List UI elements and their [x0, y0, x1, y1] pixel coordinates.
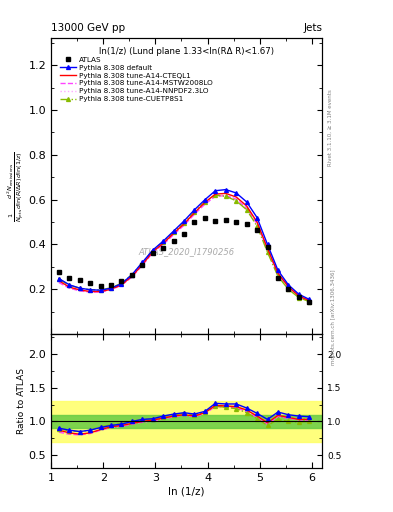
X-axis label: ln (1/z): ln (1/z) — [169, 486, 205, 496]
Text: Jets: Jets — [303, 23, 322, 33]
Text: 13000 GeV pp: 13000 GeV pp — [51, 23, 125, 33]
Text: mcplots.cern.ch [arXiv:1306.3436]: mcplots.cern.ch [arXiv:1306.3436] — [331, 270, 336, 365]
Text: ln(1/z) (Lund plane 1.33<ln(RΔ R)<1.67): ln(1/z) (Lund plane 1.33<ln(RΔ R)<1.67) — [99, 47, 274, 56]
Y-axis label: $\frac{1}{N_{\rm jets}}\frac{d^2 N_{\rm emissions}}{d\ln (R/\Delta R)\,d\ln (1/z: $\frac{1}{N_{\rm jets}}\frac{d^2 N_{\rm … — [5, 151, 26, 222]
Bar — [51, 415, 322, 428]
Text: Rivet 3.1.10, ≥ 3.1M events: Rivet 3.1.10, ≥ 3.1M events — [328, 90, 333, 166]
Bar — [51, 401, 322, 441]
Y-axis label: Ratio to ATLAS: Ratio to ATLAS — [17, 368, 26, 434]
Legend: ATLAS, Pythia 8.308 default, Pythia 8.308 tune-A14-CTEQL1, Pythia 8.308 tune-A14: ATLAS, Pythia 8.308 default, Pythia 8.30… — [60, 57, 213, 102]
Text: ATLAS_2020_I1790256: ATLAS_2020_I1790256 — [139, 247, 235, 256]
